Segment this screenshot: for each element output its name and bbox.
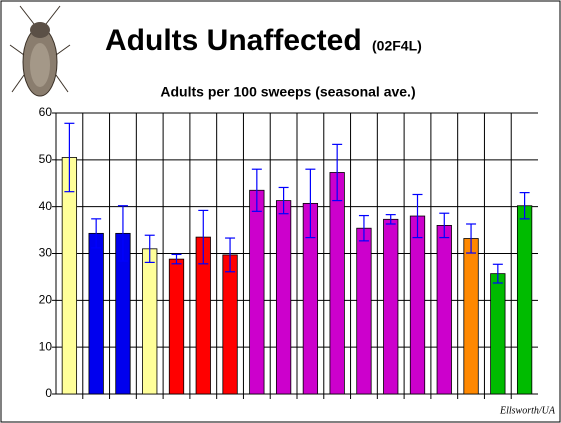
y-tick-label: 30 — [39, 246, 53, 260]
error-bar — [64, 122, 75, 193]
error-bar — [412, 193, 423, 239]
chart-subtitle: Adults per 100 sweeps (seasonal ave.) — [160, 84, 415, 100]
bar — [88, 232, 104, 395]
error-bar — [439, 212, 450, 239]
bar — [356, 227, 372, 395]
error-bar — [144, 234, 155, 263]
bar — [490, 273, 506, 395]
bar — [383, 218, 399, 395]
error-bar — [225, 237, 236, 273]
error-bar — [251, 168, 262, 212]
error-bar — [519, 192, 530, 220]
bar — [409, 215, 426, 395]
bar — [436, 224, 452, 395]
error-bar — [385, 214, 396, 225]
bar — [516, 205, 533, 395]
error-bar — [171, 253, 182, 265]
bar — [168, 258, 185, 395]
error-bar — [117, 205, 128, 262]
bar — [249, 189, 265, 395]
error-bar — [198, 209, 209, 265]
bar — [222, 254, 238, 395]
error-bar — [305, 168, 316, 239]
y-tick-label: 60 — [39, 105, 53, 119]
y-tick-label: 40 — [39, 199, 53, 213]
error-bar — [466, 223, 477, 254]
bar — [275, 200, 292, 395]
y-tick-label: 20 — [39, 293, 53, 307]
bar — [329, 172, 345, 395]
error-bar — [358, 214, 369, 242]
credit: Ellsworth/UA — [499, 405, 556, 416]
error-bar — [278, 186, 289, 215]
title-code: (02F4L) — [372, 38, 422, 54]
y-tick-label: 0 — [45, 386, 52, 400]
beetle-icon — [9, 5, 71, 97]
bar — [61, 157, 78, 395]
y-tick-label: 50 — [39, 152, 53, 166]
chart-title: Adults Unaffected — [105, 24, 362, 57]
error-bar — [332, 143, 343, 202]
error-bar — [91, 218, 102, 249]
error-bar — [492, 263, 503, 284]
y-tick-label: 10 — [39, 339, 53, 353]
bar — [142, 248, 158, 395]
bar — [463, 238, 479, 395]
